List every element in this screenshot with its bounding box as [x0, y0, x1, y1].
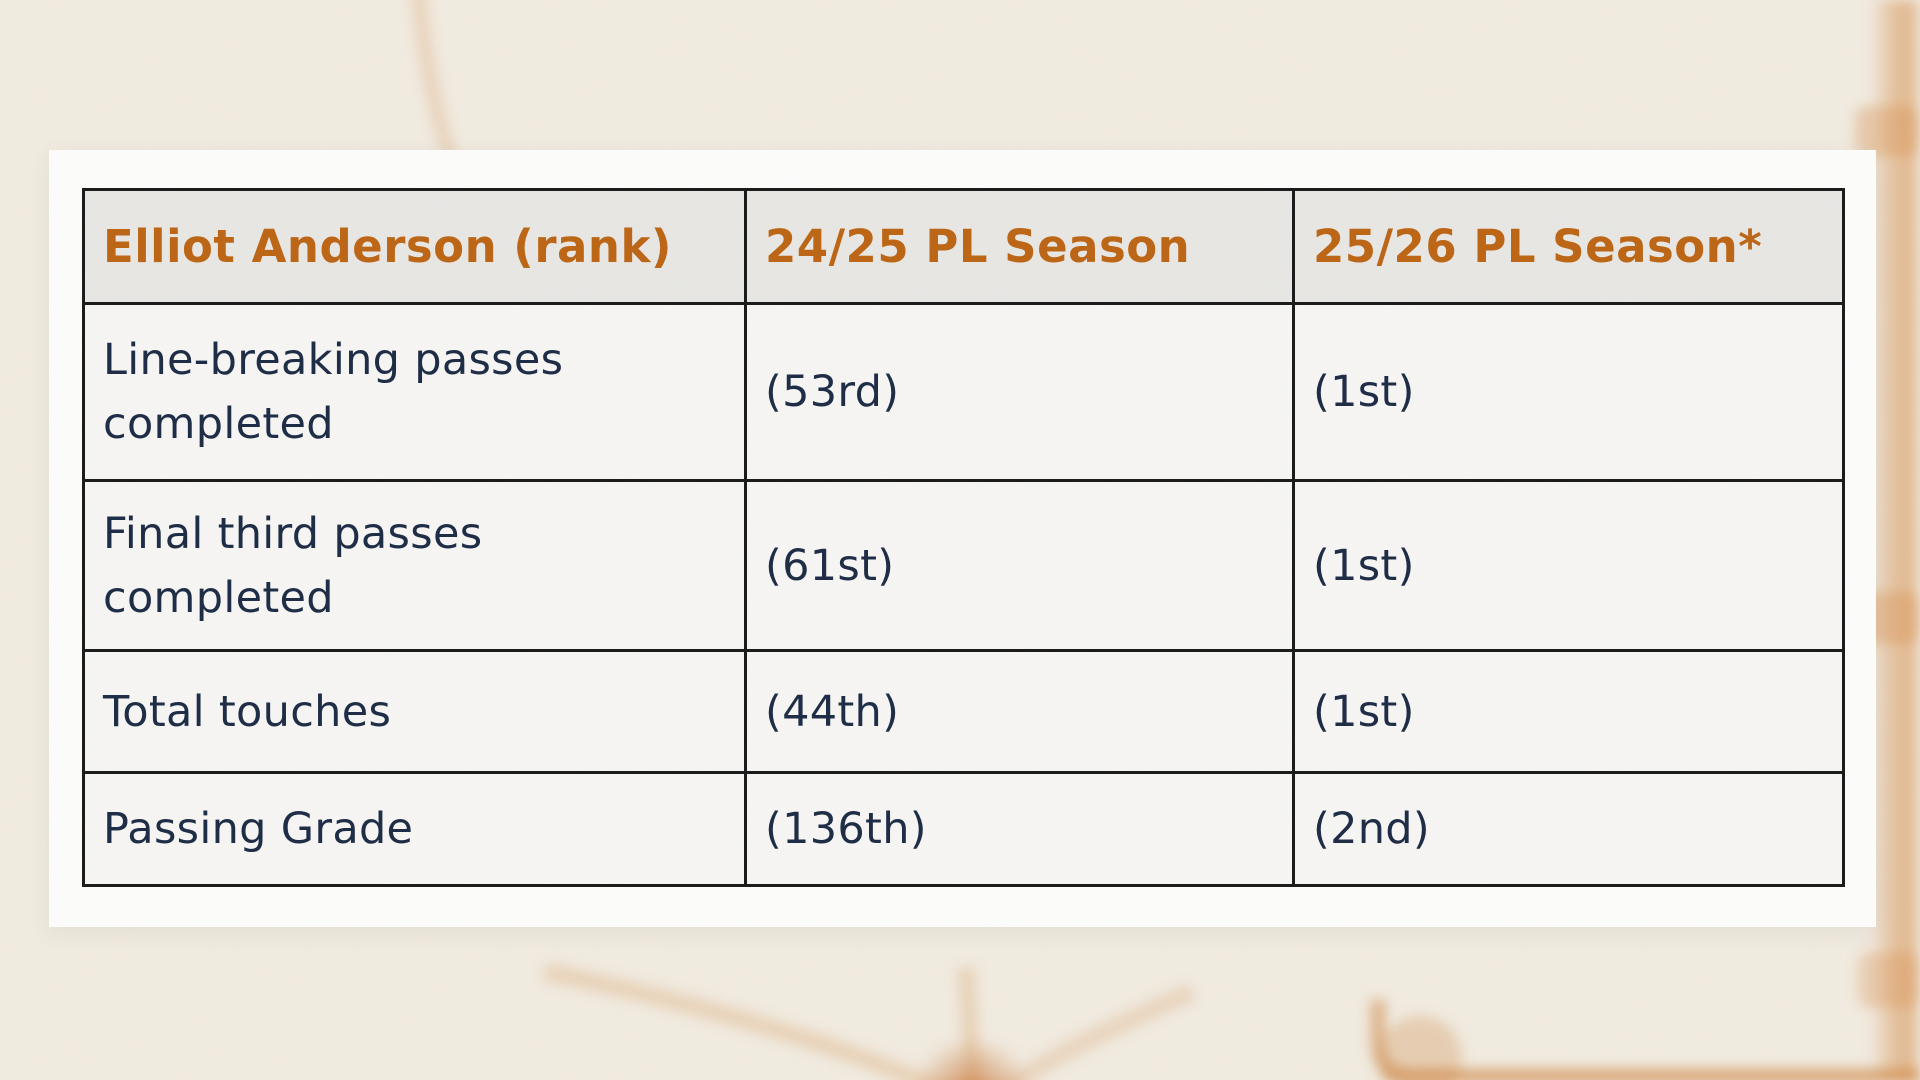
- column-header-season-24-25: 24/25 PL Season: [744, 188, 1295, 305]
- column-header-player-rank: Elliot Anderson (rank): [82, 188, 747, 305]
- rank-value-24-25: (61st): [744, 479, 1295, 652]
- metric-label: Line-breaking passes completed: [82, 302, 747, 482]
- rank-value-25-26: (1st): [1292, 302, 1845, 482]
- table-row: Total touches (44th) (1st): [82, 649, 1845, 774]
- rank-value-25-26: (1st): [1292, 649, 1845, 774]
- table-row: Passing Grade (136th) (2nd): [82, 771, 1845, 887]
- table-row: Final third passes completed (61st) (1st…: [82, 479, 1845, 652]
- rank-value-24-25: (44th): [744, 649, 1295, 774]
- rank-value-25-26: (1st): [1292, 479, 1845, 652]
- rank-value-25-26: (2nd): [1292, 771, 1845, 887]
- column-header-season-25-26: 25/26 PL Season*: [1292, 188, 1845, 305]
- metric-label: Total touches: [82, 649, 747, 774]
- table-row: Line-breaking passes completed (53rd) (1…: [82, 302, 1845, 482]
- stats-card: Elliot Anderson (rank) 24/25 PL Season 2…: [49, 150, 1876, 927]
- metric-label: Passing Grade: [82, 771, 747, 887]
- rank-value-24-25: (136th): [744, 771, 1295, 887]
- rank-value-24-25: (53rd): [744, 302, 1295, 482]
- header-row: Elliot Anderson (rank) 24/25 PL Season 2…: [82, 188, 1845, 305]
- metric-label: Final third passes completed: [82, 479, 747, 652]
- player-rank-table: Elliot Anderson (rank) 24/25 PL Season 2…: [82, 188, 1845, 887]
